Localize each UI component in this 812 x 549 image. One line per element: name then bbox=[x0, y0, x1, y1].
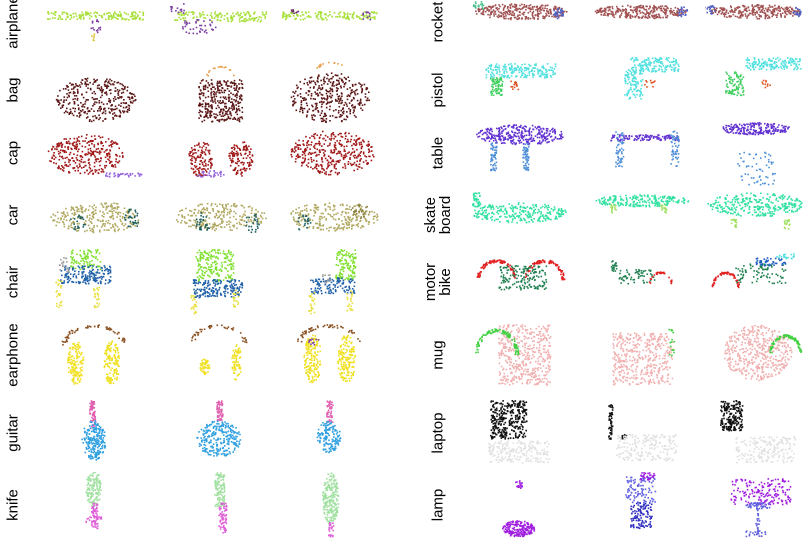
category-label-cap: cap bbox=[4, 140, 22, 166]
point-cloud-mug-2 bbox=[612, 328, 676, 386]
point-cloud-skateboard-3 bbox=[707, 192, 803, 230]
point-cloud-rocket-2 bbox=[594, 4, 689, 20]
point-cloud-table-1 bbox=[476, 124, 564, 172]
category-label-text: car bbox=[4, 204, 22, 226]
point-cloud-table-3 bbox=[722, 122, 790, 186]
category-label-laptop: laptop bbox=[429, 412, 447, 454]
point-cloud-mug-1 bbox=[475, 324, 552, 386]
category-label-chair: chair bbox=[4, 265, 22, 299]
category-label-text: mug bbox=[429, 340, 447, 370]
category-label-lamp: lamp bbox=[429, 488, 447, 522]
point-cloud-car-1 bbox=[50, 202, 140, 234]
point-cloud-car-2 bbox=[175, 202, 267, 234]
point-cloud-bag-2 bbox=[198, 65, 244, 123]
point-cloud-guitar-2 bbox=[196, 400, 242, 457]
category-label-text: knife bbox=[4, 489, 22, 521]
category-label-bag: bag bbox=[4, 77, 22, 103]
point-cloud-rocket-1 bbox=[472, 1, 568, 21]
point-cloud-earphone-1 bbox=[61, 324, 126, 385]
category-label-table: table bbox=[429, 136, 447, 170]
category-label-text: bag bbox=[4, 77, 22, 103]
point-cloud-motorbike-2 bbox=[610, 260, 673, 285]
point-cloud-guitar-3 bbox=[316, 400, 342, 454]
point-cloud-laptop-3 bbox=[720, 400, 797, 464]
point-cloud-pistol-2 bbox=[624, 57, 680, 100]
point-cloud-knife-2 bbox=[214, 472, 228, 534]
category-label-skateboard: skate board bbox=[422, 195, 454, 235]
point-cloud-lamp-3 bbox=[730, 478, 792, 538]
point-cloud-cap-1 bbox=[47, 134, 143, 178]
category-label-text: rocket bbox=[429, 1, 447, 43]
point-cloud-lamp-2 bbox=[625, 472, 657, 530]
category-label-mug: mug bbox=[429, 340, 447, 370]
point-cloud-earphone-3 bbox=[297, 324, 361, 384]
point-cloud-motorbike-3 bbox=[711, 253, 795, 289]
point-cloud-earphone-2 bbox=[191, 324, 248, 381]
point-cloud-pistol-3 bbox=[725, 57, 802, 97]
category-label-text: pistol bbox=[429, 72, 447, 108]
category-label-text: lamp bbox=[429, 488, 447, 522]
category-label-knife: knife bbox=[4, 489, 22, 521]
category-label-text: board bbox=[437, 195, 454, 235]
point-cloud-airplane-2 bbox=[170, 3, 268, 35]
point-cloud-knife-3 bbox=[322, 472, 340, 538]
point-cloud-chair-1 bbox=[55, 249, 112, 309]
point-cloud-motorbike-1 bbox=[476, 259, 566, 291]
point-cloud-knife-1 bbox=[85, 472, 103, 530]
point-cloud-cap-3 bbox=[290, 130, 375, 176]
point-cloud-bag-3 bbox=[290, 61, 370, 123]
category-label-text: cap bbox=[4, 140, 22, 166]
category-label-text: motor bbox=[422, 262, 439, 302]
point-cloud-laptop-2 bbox=[608, 404, 678, 462]
point-cloud-laptop-1 bbox=[488, 400, 550, 464]
category-label-earphone: earphone bbox=[4, 323, 22, 387]
category-label-car: car bbox=[4, 204, 22, 226]
category-label-guitar: guitar bbox=[4, 414, 22, 452]
category-label-airplane: airplane bbox=[4, 0, 22, 49]
category-label-text: table bbox=[429, 136, 447, 170]
point-cloud-table-2 bbox=[610, 130, 680, 168]
category-label-text: laptop bbox=[429, 412, 447, 454]
category-label-text: bike bbox=[437, 268, 454, 296]
point-cloud-lamp-1 bbox=[502, 480, 536, 538]
point-cloud-pistol-1 bbox=[485, 63, 557, 97]
point-cloud-mug-3 bbox=[724, 324, 803, 382]
category-label-text: skate bbox=[422, 197, 439, 233]
point-cloud-chair-3 bbox=[308, 249, 357, 315]
point-cloud-bag-1 bbox=[55, 77, 137, 123]
category-label-text: earphone bbox=[4, 323, 22, 387]
point-cloud-cap-2 bbox=[188, 141, 254, 178]
category-label-pistol: pistol bbox=[429, 72, 447, 108]
category-label-motorbike: motor bike bbox=[422, 262, 454, 302]
point-cloud-skateboard-2 bbox=[595, 194, 690, 214]
point-cloud-airplane-3 bbox=[282, 9, 378, 21]
point-cloud-rocket-3 bbox=[705, 4, 802, 20]
category-label-rocket: rocket bbox=[429, 1, 447, 43]
category-label-text: guitar bbox=[4, 414, 22, 452]
point-cloud-chair-2 bbox=[190, 249, 244, 315]
point-cloud-guitar-1 bbox=[81, 400, 107, 461]
point-cloud-airplane-1 bbox=[47, 11, 145, 42]
point-cloud-skateboard-1 bbox=[472, 192, 567, 224]
category-label-text: airplane bbox=[4, 0, 22, 49]
category-label-text: chair bbox=[4, 265, 22, 299]
point-cloud-car-3 bbox=[290, 202, 379, 232]
